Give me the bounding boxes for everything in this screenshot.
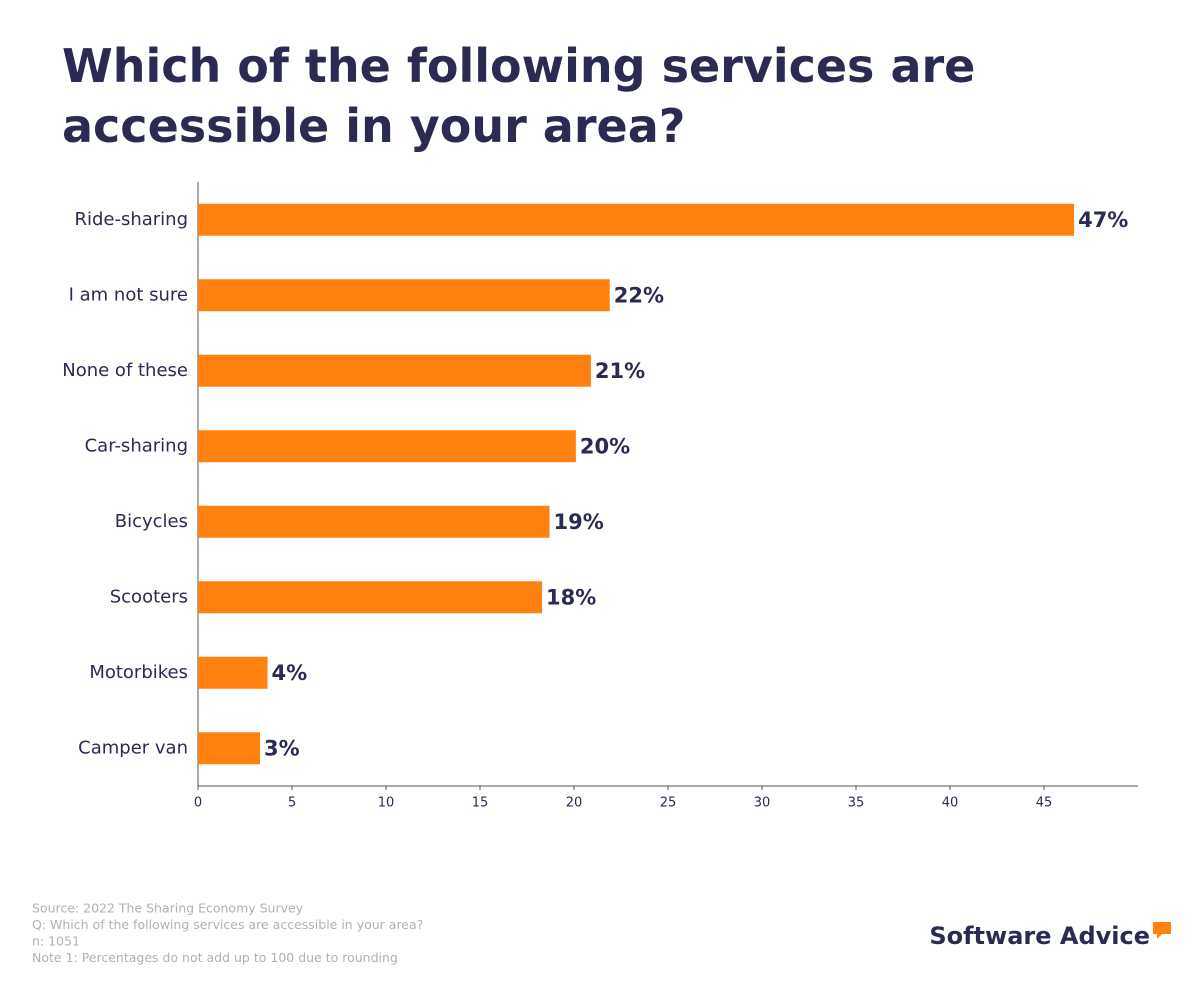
footer-note: Q: Which of the following services are a…	[32, 917, 423, 932]
x-tick-label: 0	[194, 796, 202, 811]
footer-note: n: 1051	[32, 934, 80, 949]
x-tick-label: 45	[1036, 796, 1053, 811]
value-label: 20%	[580, 434, 630, 458]
x-tick-label: 40	[942, 796, 959, 811]
logo: Software Advice	[929, 922, 1150, 950]
category-label: Scooters	[110, 586, 188, 607]
bar	[198, 732, 261, 765]
bar	[198, 430, 576, 463]
x-tick-label: 5	[288, 796, 296, 811]
x-tick-label: 35	[848, 796, 865, 811]
x-tick-label: 10	[378, 796, 395, 811]
value-label: 4%	[272, 661, 308, 685]
bar	[198, 354, 591, 387]
category-label: Motorbikes	[89, 662, 188, 683]
value-label: 22%	[614, 283, 664, 307]
chart-title: Which of the following services are acce…	[62, 39, 976, 153]
title-box: Which of the following services are acce…	[62, 39, 976, 153]
x-tick-label: 30	[754, 796, 771, 811]
category-label: Car-sharing	[85, 435, 188, 456]
bar	[198, 279, 610, 312]
value-label: 47%	[1078, 208, 1128, 232]
value-label: 19%	[554, 510, 604, 534]
x-tick-label: 15	[472, 796, 489, 811]
value-label: 21%	[595, 359, 645, 383]
bar	[198, 656, 268, 689]
bar	[198, 203, 1075, 236]
bar	[198, 505, 550, 538]
value-label: 3%	[264, 736, 300, 760]
value-label: 18%	[546, 585, 596, 609]
category-label: None of these	[62, 360, 188, 381]
category-label: Bicycles	[115, 511, 188, 532]
footer-note: Note 1: Percentages do not add up to 100…	[32, 950, 398, 965]
logo-icon	[1153, 922, 1171, 939]
bar	[198, 581, 543, 614]
category-label: Camper van	[78, 737, 188, 758]
x-tick-label: 20	[566, 796, 583, 811]
category-label: Ride-sharing	[74, 209, 188, 230]
footer-note: Source: 2022 The Sharing Economy Survey	[32, 901, 304, 916]
x-tick-label: 25	[660, 796, 677, 811]
category-label: I am not sure	[69, 284, 188, 305]
